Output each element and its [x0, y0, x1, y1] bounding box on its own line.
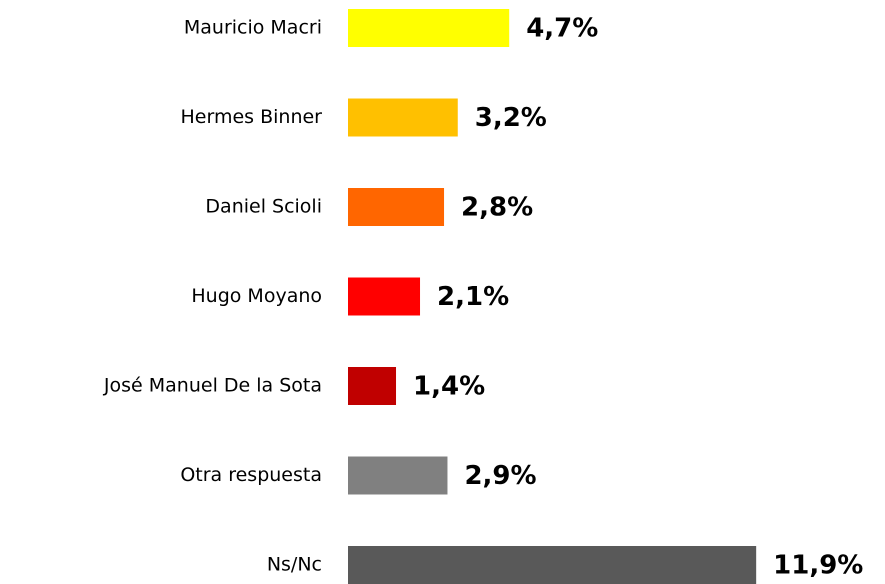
category-label: Otra respuesta: [180, 464, 322, 486]
category-label: José Manuel De la Sota: [103, 375, 322, 397]
value-label: 4,7%: [526, 14, 598, 44]
bar: [348, 277, 421, 316]
category-label: Daniel Scioli: [205, 196, 322, 218]
bar: [348, 367, 397, 405]
category-label: Mauricio Macri: [184, 17, 322, 39]
category-label: Hugo Moyano: [191, 285, 322, 307]
bar: [348, 188, 445, 226]
value-label: 2,9%: [464, 461, 536, 491]
category-label: Hermes Binner: [181, 106, 323, 128]
value-label: 11,9%: [773, 551, 863, 581]
bar: [348, 546, 757, 584]
value-label: 3,2%: [475, 103, 547, 133]
category-label: Ns/Nc: [267, 554, 322, 576]
value-label: 2,1%: [437, 282, 509, 312]
value-label: 1,4%: [413, 372, 485, 402]
bar: [348, 9, 510, 47]
value-label: 2,8%: [461, 193, 533, 223]
bar: [348, 456, 448, 495]
bar: [348, 98, 458, 137]
